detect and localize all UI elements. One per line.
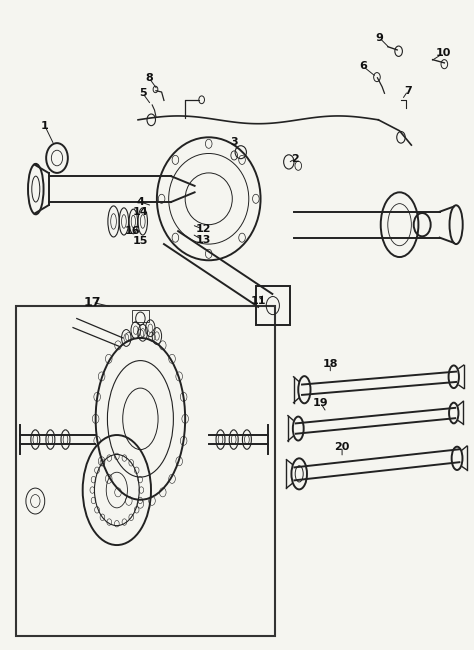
Text: 17: 17 xyxy=(83,296,101,309)
Text: 5: 5 xyxy=(139,88,146,98)
Text: 6: 6 xyxy=(359,61,367,71)
Bar xyxy=(16,306,275,636)
Text: 15: 15 xyxy=(133,236,148,246)
Text: 19: 19 xyxy=(312,398,328,408)
Text: 18: 18 xyxy=(322,359,338,369)
Text: 3: 3 xyxy=(230,138,238,148)
Text: 4: 4 xyxy=(137,197,145,207)
Text: 14: 14 xyxy=(133,207,148,217)
Bar xyxy=(256,286,290,325)
Text: 12: 12 xyxy=(195,224,211,234)
Text: 7: 7 xyxy=(404,86,412,96)
Text: 11: 11 xyxy=(250,296,266,306)
Text: 20: 20 xyxy=(334,442,350,452)
Text: 16: 16 xyxy=(125,226,140,236)
Text: 13: 13 xyxy=(195,235,211,245)
Bar xyxy=(132,310,149,322)
Text: 1: 1 xyxy=(41,121,49,131)
Text: 10: 10 xyxy=(436,48,451,58)
Text: 2: 2 xyxy=(291,153,299,164)
Text: 9: 9 xyxy=(375,32,383,43)
Text: 8: 8 xyxy=(145,73,153,83)
